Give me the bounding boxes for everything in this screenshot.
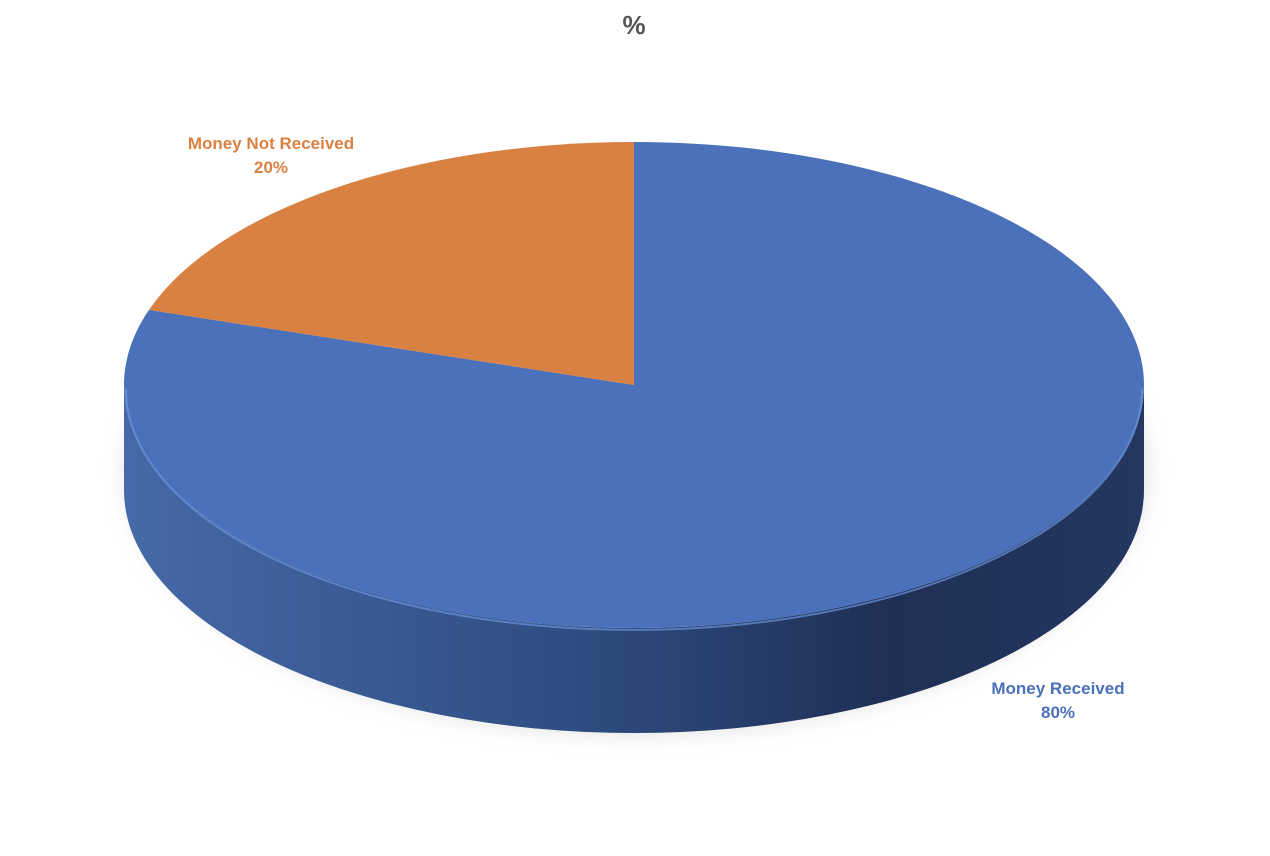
pie-side-wall: [124, 385, 1144, 733]
slice-money-not-received: [148, 142, 634, 385]
pie-rim-highlight: [125, 388, 1143, 631]
pie-body: [123, 142, 1144, 733]
data-label-money-not-received-value: 20%: [254, 158, 288, 177]
data-label-money-received-value: 80%: [1041, 703, 1075, 722]
data-label-money-not-received: Money Not Received: [188, 134, 354, 153]
data-label-money-received: Money Received: [991, 679, 1124, 698]
slice-money-received: [123, 142, 1144, 628]
chart-title: %: [622, 10, 645, 40]
